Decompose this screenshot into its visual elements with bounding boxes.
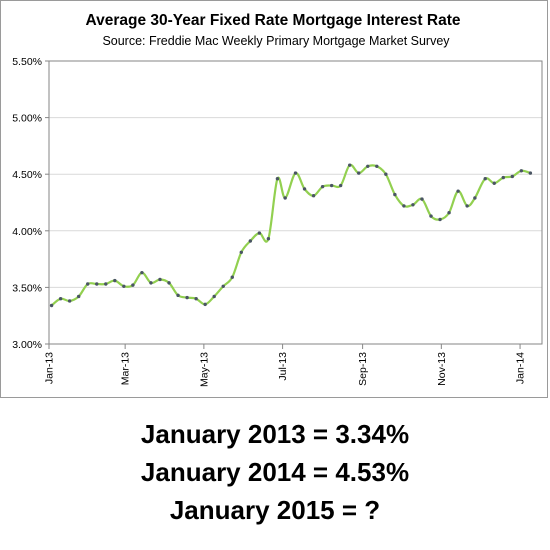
footer-line-jan-2013: January 2013 = 3.34% (140, 419, 410, 449)
data-point (140, 270, 144, 275)
plot-area (48, 60, 543, 345)
data-point (67, 299, 72, 303)
chart-panel: Average 30-Year Fixed Rate Mortgage Inte… (0, 0, 548, 398)
data-point (348, 163, 352, 167)
x-tick-label: Sep-13 (357, 352, 369, 386)
data-point (438, 217, 442, 222)
data-point (510, 174, 515, 179)
y-tick-label: 5.00% (12, 113, 42, 125)
footer-line-jan-2014: January 2014 = 4.53% (140, 457, 410, 487)
data-point (104, 282, 108, 286)
data-point (95, 282, 99, 286)
data-point (429, 214, 433, 218)
data-point (49, 303, 54, 308)
data-point (366, 164, 370, 168)
data-point (473, 196, 477, 200)
data-point (519, 169, 524, 173)
series-line (50, 163, 531, 307)
data-point (275, 177, 280, 181)
data-point (320, 184, 325, 189)
data-point (149, 281, 153, 285)
x-tick-label: Jan-13 (44, 352, 56, 384)
data-point (76, 294, 81, 299)
footer-text: January 2013 = 3.34% January 2014 = 4.53… (0, 415, 550, 529)
data-point (528, 171, 533, 175)
data-point (185, 295, 189, 300)
data-point (131, 283, 135, 287)
data-point (239, 250, 243, 255)
data-point (293, 171, 298, 175)
data-point (176, 293, 180, 298)
data-point (357, 171, 361, 175)
data-point (501, 175, 505, 180)
x-tick-label: May-13 (198, 352, 210, 387)
y-tick-label: 5.50% (12, 56, 42, 68)
data-point (221, 284, 225, 288)
data-point (122, 284, 126, 288)
data-point (375, 164, 379, 168)
line-chart: Average 30-Year Fixed Rate Mortgage Inte… (12, 12, 543, 387)
y-tick-label: 3.50% (12, 282, 42, 294)
data-point (338, 183, 343, 188)
data-point (248, 239, 253, 243)
grid-layer (49, 117, 542, 288)
x-tick-label: Mar-13 (120, 352, 132, 385)
x-tick-label: Nov-13 (436, 352, 448, 386)
x-axis: Jan-13 Mar-13 May-13 Jul-13 Sep-13 Nov-13 Jan-… (44, 344, 527, 387)
data-point (465, 204, 469, 208)
data-point (483, 177, 487, 181)
data-point (492, 181, 496, 185)
data-point (212, 294, 216, 299)
data-point (411, 203, 415, 207)
series-layer (49, 163, 533, 308)
data-point (86, 282, 90, 286)
y-tick-label: 4.50% (12, 169, 42, 181)
data-point (402, 204, 406, 208)
y-tick-label: 3.00% (12, 339, 42, 351)
data-point (266, 237, 271, 241)
chart-title: Average 30-Year Fixed Rate Mortgage Inte… (85, 12, 460, 29)
data-point (158, 277, 162, 282)
data-point (302, 187, 307, 191)
data-point (167, 281, 171, 285)
data-point (311, 194, 316, 198)
chart-subtitle: Source: Freddie Mac Weekly Primary Mortg… (102, 34, 450, 48)
data-point (420, 197, 424, 201)
x-tick-label: Jan-14 (515, 352, 527, 384)
data-point (329, 183, 334, 188)
x-tick-label: Jul-13 (277, 352, 289, 381)
data-point (257, 231, 262, 235)
y-tick-label: 4.00% (12, 226, 42, 238)
data-point (393, 192, 397, 197)
data-point (283, 196, 287, 200)
data-point (58, 297, 63, 301)
data-point (456, 189, 460, 193)
data-point (384, 172, 388, 176)
data-point (203, 302, 207, 307)
footer-line-jan-2015: January 2015 = ? (169, 495, 381, 525)
data-point (113, 278, 117, 283)
data-point (194, 297, 198, 301)
data-point (447, 210, 451, 215)
y-axis: 3.00% 3.50% 4.00% 4.50% 5.00% 5.50% (12, 56, 49, 351)
data-point (230, 275, 234, 279)
